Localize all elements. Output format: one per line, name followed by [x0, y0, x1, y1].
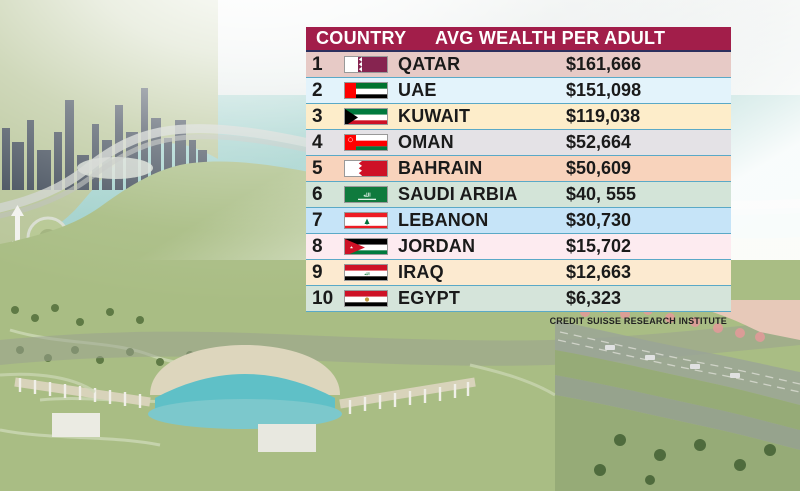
- svg-text:الله: الله: [364, 271, 369, 276]
- svg-text:الله: الله: [363, 193, 371, 199]
